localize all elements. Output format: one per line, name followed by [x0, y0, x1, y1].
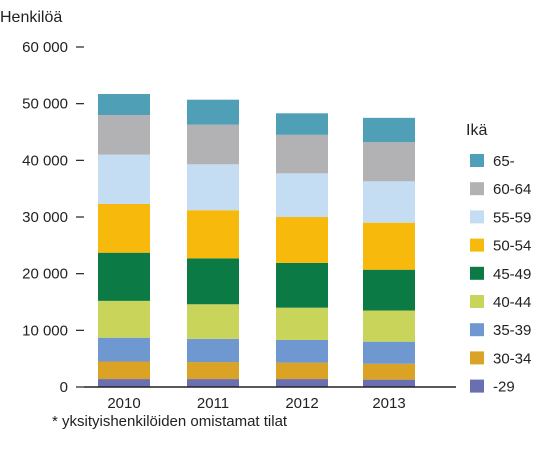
legend-label: 50-54	[493, 238, 531, 255]
bar-segment-30-34	[276, 362, 328, 380]
bar-segment-35-39	[363, 341, 415, 364]
bar-segment-65-	[363, 117, 415, 143]
bar-segment-60-64	[187, 124, 239, 165]
bar-segment-55-59	[187, 164, 239, 211]
bar-segment-50-54	[276, 217, 328, 263]
x-axis-ticks: 2010 2011 2012 2013	[107, 395, 405, 412]
bar-stack-2013	[363, 117, 415, 387]
legend-swatch	[470, 210, 484, 224]
legend-swatch	[470, 323, 484, 337]
bar-segment-55-59	[363, 181, 415, 223]
y-tick-label: 60 000	[22, 39, 68, 56]
bar-segment-50-54	[363, 222, 415, 270]
y-tick-label: 20 000	[22, 266, 68, 283]
bar-segment-40-44	[363, 310, 415, 342]
bar-segment--29	[98, 379, 150, 387]
bar-segment-65-	[98, 94, 150, 115]
legend-item: 45-49	[470, 266, 531, 283]
legend-swatch	[470, 295, 484, 308]
bar-segment-35-39	[276, 339, 328, 363]
legend-item: 60-64	[470, 181, 531, 198]
legend-swatch	[470, 238, 484, 252]
legend-label: 55-59	[493, 209, 531, 226]
bar-segment-45-49	[363, 269, 415, 311]
legend-label: 65-	[493, 153, 515, 170]
legend-swatch	[470, 266, 484, 280]
bar-segment-60-64	[276, 134, 328, 174]
bar-segment-50-54	[187, 210, 239, 259]
bar-segment--29	[363, 379, 415, 387]
legend-item: 30-34	[470, 350, 531, 367]
bar-stack-2012	[276, 113, 328, 387]
y-tick-label: 10 000	[22, 322, 68, 339]
x-tick-label: 2010	[107, 395, 140, 412]
bar-segment-60-64	[363, 142, 415, 182]
legend-item: 35-39	[470, 322, 531, 339]
bar-segment-30-34	[187, 362, 239, 380]
bar-segment-40-44	[276, 307, 328, 340]
bar-segment-35-39	[187, 338, 239, 363]
legend-swatch	[470, 154, 484, 167]
bar-segment-50-54	[98, 203, 150, 253]
bar-stacks	[98, 94, 415, 387]
bar-segment-30-34	[98, 361, 150, 380]
legend-label: 35-39	[493, 322, 531, 339]
legend-label: 40-44	[493, 294, 531, 311]
legend-title: Ikä	[466, 122, 487, 139]
y-tick-label: 0	[60, 379, 68, 396]
legend-item: 50-54	[470, 238, 531, 255]
bar-stack-2010	[98, 94, 150, 387]
bar-segment-35-39	[98, 337, 150, 362]
y-tick-label: 50 000	[22, 96, 68, 113]
bar-segment-30-34	[363, 363, 415, 380]
bar-segment-40-44	[187, 304, 239, 339]
legend-swatch	[470, 351, 484, 365]
bar-segment-40-44	[98, 300, 150, 338]
bar-segment-65-	[187, 99, 239, 125]
x-tick-label: 2012	[285, 395, 318, 412]
y-axis-ticks: 0 10 000 20 000 30 000 40 000 50 000 60 000	[22, 39, 84, 396]
y-tick-label: 30 000	[22, 209, 68, 226]
bar-segment-45-49	[276, 262, 328, 308]
legend-label: 60-64	[493, 181, 531, 198]
legend-item: 55-59	[470, 209, 531, 226]
y-tick-label: 40 000	[22, 152, 68, 169]
footnote: * yksityishenkilöiden omistamat tilat	[52, 413, 288, 430]
legend-item: 40-44	[470, 294, 531, 311]
bar-stack-2011	[187, 99, 239, 387]
bar-segment-65-	[276, 113, 328, 135]
bar-segment-45-49	[98, 252, 150, 301]
legend-item: -29	[470, 379, 515, 396]
legend-label: 45-49	[493, 266, 531, 283]
y-axis-title: Henkilöä	[0, 9, 62, 26]
bar-segment-60-64	[98, 115, 150, 155]
legend: 65- 60-64 55-59 50-54 45-49 40-44 35-39 30-34 -2…	[470, 153, 531, 396]
bar-segment--29	[187, 379, 239, 387]
bar-segment-55-59	[98, 154, 150, 204]
bar-segment-55-59	[276, 173, 328, 217]
x-tick-label: 2013	[372, 395, 405, 412]
x-tick-label: 2011	[197, 395, 229, 412]
bar-segment-45-49	[187, 258, 239, 305]
bar-segment--29	[276, 379, 328, 387]
legend-item: 65-	[470, 153, 515, 170]
legend-swatch	[470, 182, 484, 196]
legend-label: 30-34	[493, 350, 531, 367]
legend-swatch	[470, 379, 484, 393]
legend-label: -29	[493, 379, 515, 396]
